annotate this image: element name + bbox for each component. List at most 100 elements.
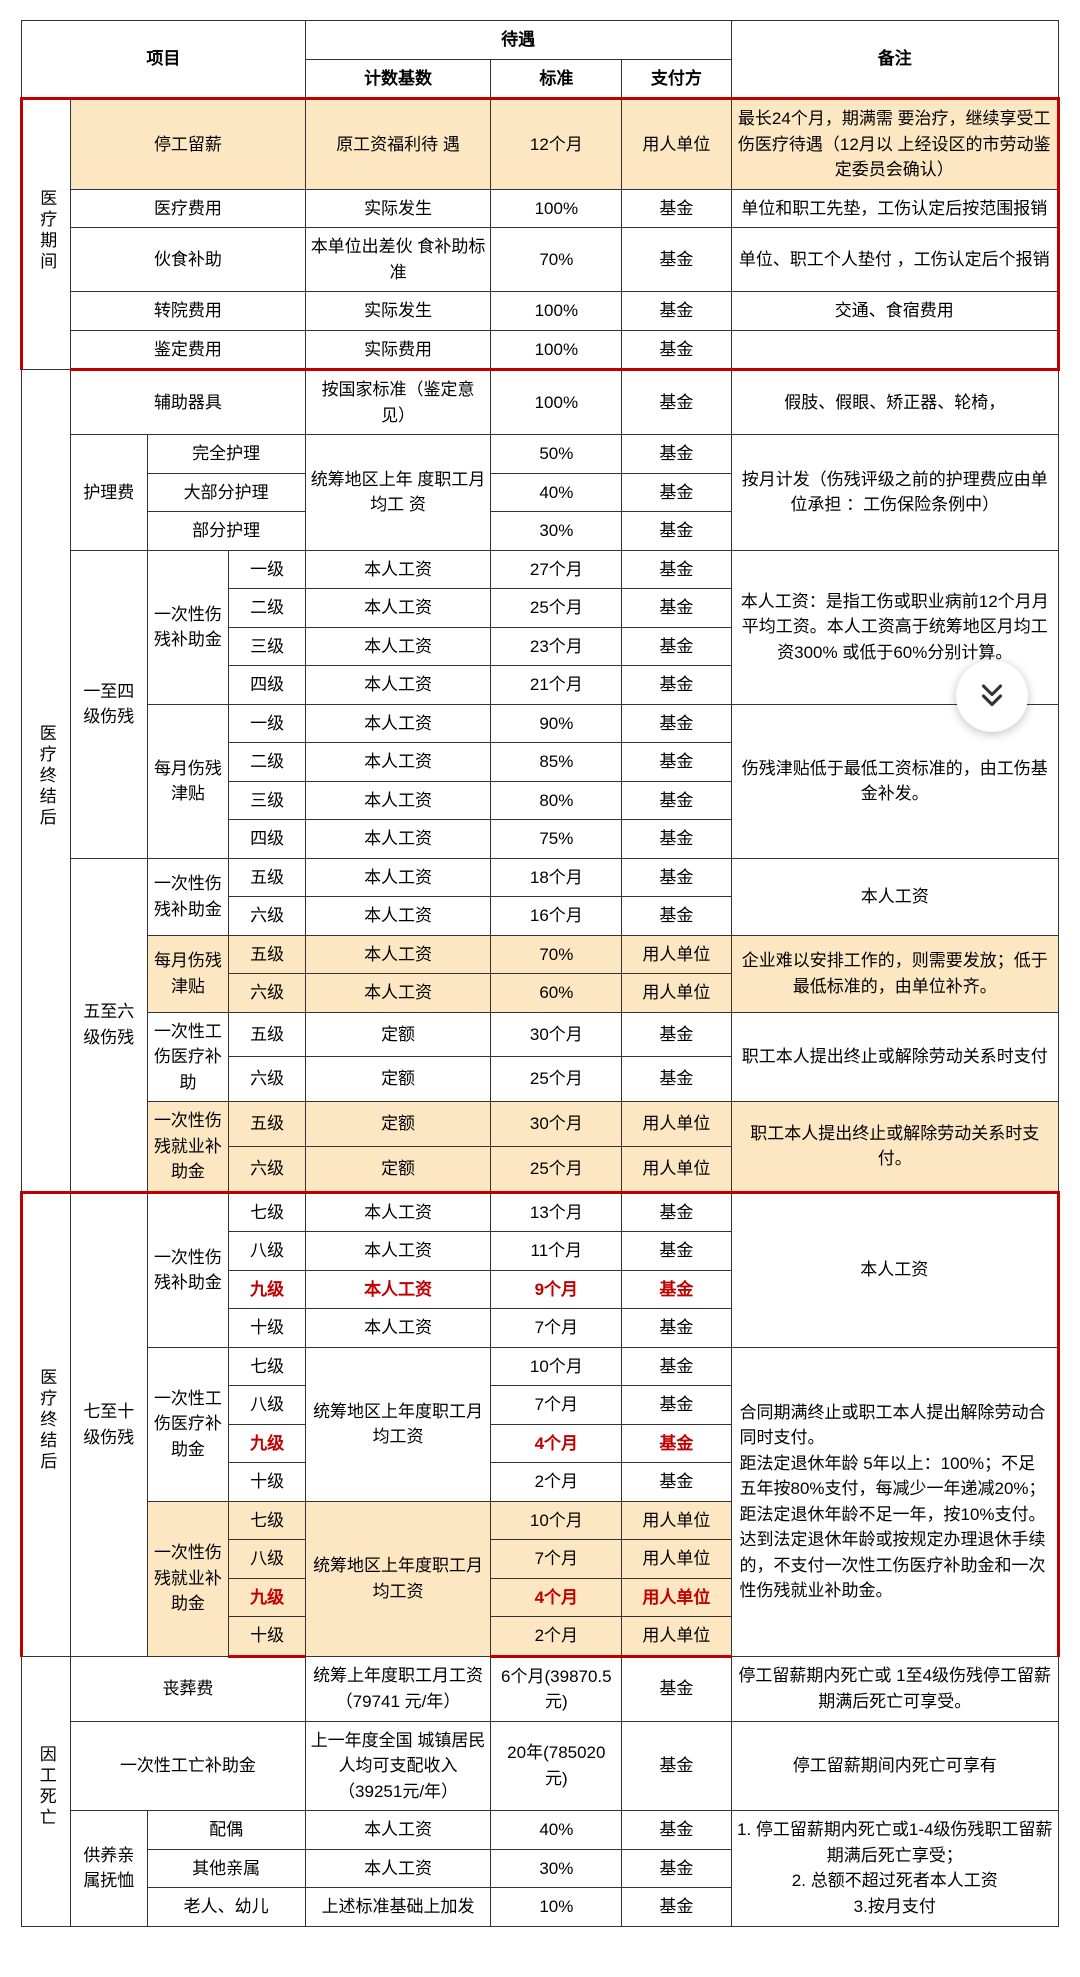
lv4m-pay: 基金	[622, 820, 731, 859]
row-meal: 伙食补助 本单位出差伙 食补助标准 70% 基金 单位、职工个人垫付 ，工伤认定…	[22, 228, 1059, 292]
funeral-base: 统筹上年度职工月工资（79741 元/年）	[305, 1656, 491, 1721]
lv56-noteB: 企业难以安排工作的，则需要发放；低于最低标准的，由单位补齐。	[731, 935, 1059, 1012]
row-med-cost: 医疗费用 实际发生 100% 基金 单位和职工先垫，工伤认定后按范围报销	[22, 189, 1059, 228]
death-note: 停工留薪期间内死亡可享有	[731, 1721, 1059, 1811]
r3-item: 伙食补助	[71, 228, 306, 292]
support-note: 1. 停工留薪期内死亡或1-4级伤残职工留薪期满后死亡享受； 2. 总额不超过死…	[731, 1811, 1059, 1927]
lv10-std: 7个月	[491, 1309, 622, 1348]
row-nurse-full: 护理费 完全护理 统筹地区上年 度职工月均工 资 50% 基金 按月计发（伤残评…	[22, 435, 1059, 474]
lv9e: 九级	[229, 1578, 305, 1617]
lv9: 九级	[229, 1270, 305, 1309]
lv5m-pay: 用人单位	[622, 935, 731, 974]
funeral-note: 停工留薪期内死亡或 1至4级伤残停工留薪 期满后死亡可享受。	[731, 1656, 1059, 1721]
lv2m-pay: 基金	[622, 743, 731, 782]
lv8e-std: 7个月	[491, 1540, 622, 1579]
lv5-std: 18个月	[491, 858, 622, 897]
lv4-std: 21个月	[491, 666, 622, 705]
death-oneoff: 一次性工亡补助金	[71, 1721, 306, 1811]
lv6d-pay: 基金	[622, 1057, 731, 1102]
r5-note	[731, 330, 1059, 370]
lv4-base: 本人工资	[305, 666, 491, 705]
r2-payer: 基金	[622, 189, 731, 228]
lv1m-base: 本人工资	[305, 704, 491, 743]
lv2: 二级	[229, 589, 305, 628]
h-payer: 支付方	[622, 59, 731, 99]
lv3m: 三级	[229, 781, 305, 820]
lv5m-std: 70%	[491, 935, 622, 974]
r2-std: 100%	[491, 189, 622, 228]
lv7-pay: 基金	[622, 1192, 731, 1232]
other-std: 30%	[491, 1849, 622, 1888]
lv10-pay: 基金	[622, 1309, 731, 1348]
lv14-monthly: 每月伤残津贴	[147, 704, 229, 858]
lv4m: 四级	[229, 820, 305, 859]
lv10e-pay: 用人单位	[622, 1617, 731, 1657]
lv6d: 六级	[229, 1057, 305, 1102]
nurse-p2: 基金	[622, 473, 731, 512]
lv7: 七级	[229, 1192, 305, 1232]
r3-note: 单位、职工个人垫付 ，工伤认定后个报销	[731, 228, 1059, 292]
lv9-pay: 基金	[622, 1270, 731, 1309]
chevron-double-down-icon	[975, 679, 1009, 713]
lv10e: 十级	[229, 1617, 305, 1657]
lv710-medone: 一次性工伤医疗补助金	[147, 1347, 229, 1501]
row-aid: 医疗终结后 辅助器具 按国家标准（鉴定意见） 100% 基金 假肢、假眼、矫正器…	[22, 370, 1059, 435]
lv2m-std: 85%	[491, 743, 622, 782]
h-countbase: 计数基数	[305, 59, 491, 99]
lv8e: 八级	[229, 1540, 305, 1579]
r4-item: 转院费用	[71, 292, 306, 331]
lv56-oneoff: 一次性伤残补助金	[147, 858, 229, 935]
row-assess: 鉴定费用 实际费用 100% 基金	[22, 330, 1059, 370]
lv10d: 十级	[229, 1463, 305, 1502]
r3-std: 70%	[491, 228, 622, 292]
lv4m-std: 75%	[491, 820, 622, 859]
lv6d-base: 定额	[305, 1057, 491, 1102]
row-lv5m: 每月伤残津贴 五级 本人工资 70% 用人单位 企业难以安排工作的，则需要发放；…	[22, 935, 1059, 974]
lv9d-std: 4个月	[491, 1424, 622, 1463]
old-std: 10%	[491, 1888, 622, 1927]
lv7d-base: 统筹地区上年度职工月均工资	[305, 1347, 491, 1501]
sec-death: 因工死亡	[33, 1745, 59, 1829]
lv8-base: 本人工资	[305, 1232, 491, 1271]
nurse-p1: 基金	[622, 435, 731, 474]
lv5e-std: 30个月	[491, 1102, 622, 1147]
row-death-oneoff: 一次性工亡补助金 上一年度全国 城镇居民人均可支配收入 （39251元/年） 2…	[22, 1721, 1059, 1811]
row-lv5: 五至六级伤残 一次性伤残补助金 五级 本人工资 18个月 基金 本人工资	[22, 858, 1059, 897]
lv9-std: 9个月	[491, 1270, 622, 1309]
lv10: 十级	[229, 1309, 305, 1348]
lv56-noteC: 职工本人提出终止或解除劳动关系时支付	[731, 1012, 1059, 1102]
lv56-empone: 一次性伤残就业补助金	[147, 1102, 229, 1193]
lv8-std: 11个月	[491, 1232, 622, 1271]
lv3m-base: 本人工资	[305, 781, 491, 820]
lv6-base: 本人工资	[305, 897, 491, 936]
lv7e-pay: 用人单位	[622, 1501, 731, 1540]
spouse-std: 40%	[491, 1811, 622, 1850]
lv4: 四级	[229, 666, 305, 705]
row-transfer: 转院费用 实际发生 100% 基金 交通、食宿费用	[22, 292, 1059, 331]
spouse-base: 本人工资	[305, 1811, 491, 1850]
lv5m: 五级	[229, 935, 305, 974]
lv1m-pay: 基金	[622, 704, 731, 743]
lv8-pay: 基金	[622, 1232, 731, 1271]
lv710-label: 七至十级伤残	[71, 1192, 147, 1656]
funeral-std: 6个月(39870.5 元)	[491, 1656, 622, 1721]
h-remark: 备注	[731, 21, 1059, 99]
r3-payer: 基金	[622, 228, 731, 292]
lv710-oneoff: 一次性伤残补助金	[147, 1192, 229, 1347]
support-label: 供养亲属抚恤	[71, 1811, 147, 1927]
funeral: 丧葬费	[71, 1656, 306, 1721]
nurse-s3: 30%	[491, 512, 622, 551]
r4-std: 100%	[491, 292, 622, 331]
nurse-note: 按月计发（伤残评级之前的护理费应由单位承担 ：工伤保险条例中）	[731, 435, 1059, 551]
lv1-pay: 基金	[622, 550, 731, 589]
lv1m-std: 90%	[491, 704, 622, 743]
lv2m-base: 本人工资	[305, 743, 491, 782]
death-base: 上一年度全国 城镇居民人均可支配收入 （39251元/年）	[305, 1721, 491, 1811]
scroll-down-button[interactable]	[956, 660, 1028, 732]
funeral-pay: 基金	[622, 1656, 731, 1721]
lv8e-pay: 用人单位	[622, 1540, 731, 1579]
lv8: 八级	[229, 1232, 305, 1271]
r5-item: 鉴定费用	[71, 330, 306, 370]
r1-payer: 用人单位	[622, 99, 731, 190]
lv5e-pay: 用人单位	[622, 1102, 731, 1147]
